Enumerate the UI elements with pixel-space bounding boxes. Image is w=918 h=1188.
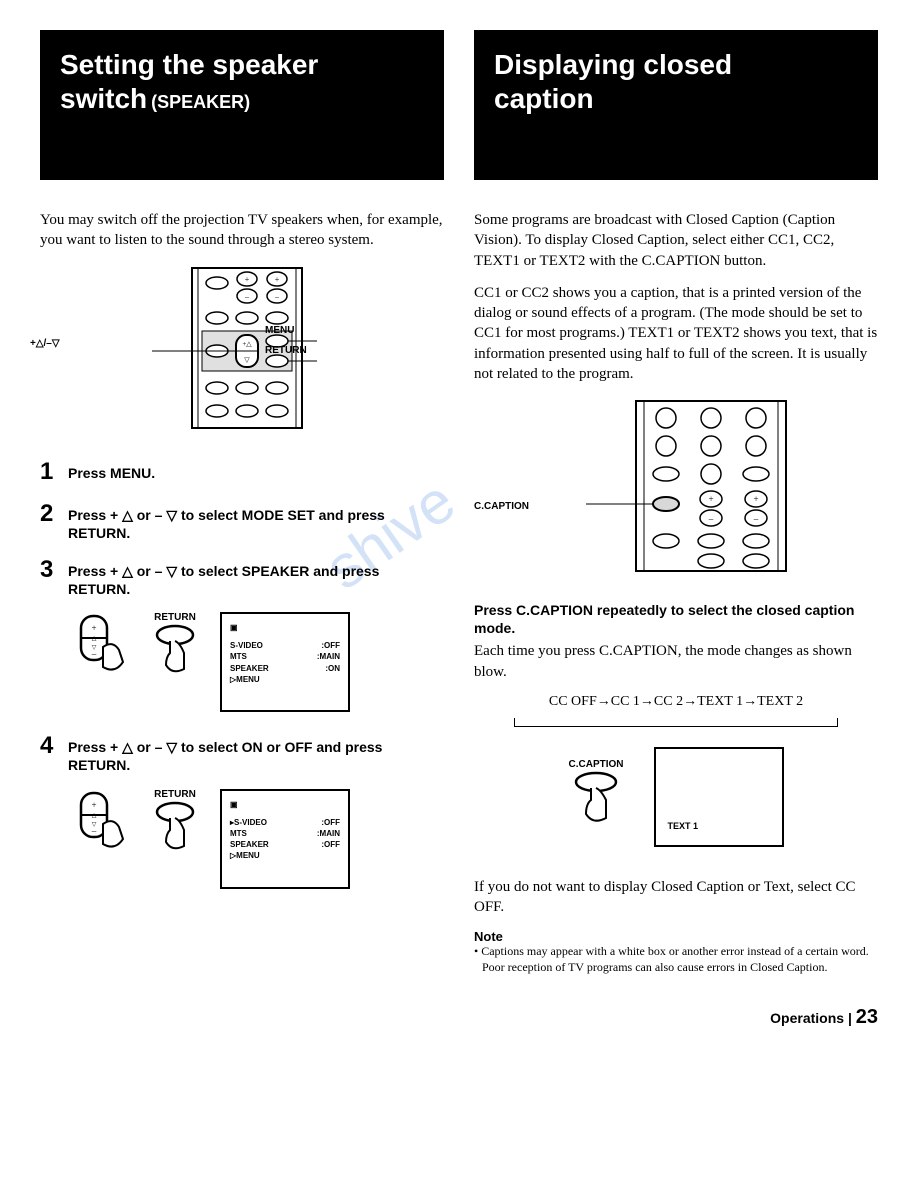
remote-diagram-right: + + – – C.CAPTION [474, 396, 878, 581]
svg-text:△: △ [92, 636, 97, 642]
step3-icons: +△▽– RETURN ▣ S-VIDEO:OFF MTS:MAIN SPEAK… [75, 612, 444, 712]
svg-text:+: + [245, 275, 250, 284]
footer-page: 23 [856, 1006, 878, 1028]
right-para2: CC1 or CC2 shows you a caption, that is … [474, 283, 878, 384]
screen-2: ▣ ▸S-VIDEO:OFF MTS:MAIN SPEAKER:OFF ▷MEN… [220, 789, 350, 889]
remote-svg-right: + + – – [516, 396, 836, 576]
left-intro: You may switch off the projection TV spe… [40, 210, 444, 251]
note-body: • Captions may appear with a white box o… [474, 944, 878, 975]
step-num: 3 [40, 556, 68, 598]
svg-text:+: + [91, 800, 96, 810]
label-return: RETURN [265, 345, 307, 356]
right-header: Displaying closed caption [474, 30, 878, 180]
label-updown: +△/–▽ [30, 338, 60, 349]
svg-text:–: – [753, 514, 759, 524]
step-2: 2 Press + △ or – ▽ to select MODE SET an… [40, 500, 444, 542]
right-title-line1: Displaying closed [494, 48, 858, 82]
step-num: 1 [40, 458, 68, 486]
right-bold-instruction: Press C.CAPTION repeatedly to select the… [474, 601, 878, 637]
step-text: Press + △ or – ▽ to select ON or OFF and… [68, 732, 444, 774]
step-text: Press + △ or – ▽ to select MODE SET and … [68, 500, 444, 542]
cycle-return-line [514, 720, 838, 727]
svg-text:▽: ▽ [244, 356, 250, 364]
label-ccaption: C.CAPTION [474, 501, 529, 512]
svg-text:+△: +△ [242, 340, 252, 348]
remote-svg-left: + + – – +△ ▽ [102, 263, 382, 433]
ccaption-press-icon: C.CAPTION [569, 759, 624, 835]
left-header: Setting the speaker switch (SPEAKER) [40, 30, 444, 180]
left-column: Setting the speaker switch (SPEAKER) You… [40, 30, 444, 976]
step-text: Press + △ or – ▽ to select SPEAKER and p… [68, 556, 444, 598]
page-footer: Operations | 23 [40, 1006, 878, 1029]
svg-text:+: + [91, 623, 96, 633]
svg-text:–: – [91, 826, 97, 836]
ccaption-screen: TEXT 1 [654, 747, 784, 847]
svg-text:–: – [91, 649, 97, 659]
svg-text:+: + [275, 275, 280, 284]
right-closing: If you do not want to display Closed Cap… [474, 877, 878, 918]
svg-text:–: – [708, 514, 714, 524]
note-heading: Note [474, 929, 878, 944]
ccaption-demo: C.CAPTION TEXT 1 [474, 747, 878, 847]
left-title-line2: switch [60, 83, 147, 114]
updown-press-icon: +△▽– [75, 612, 130, 682]
return-press-icon: RETURN [150, 789, 200, 860]
right-title-line2: caption [494, 82, 858, 116]
footer-section: Operations [770, 1010, 844, 1026]
label-menu: MENU [265, 325, 294, 336]
step-3: 3 Press + △ or – ▽ to select SPEAKER and… [40, 556, 444, 598]
svg-text:△: △ [92, 813, 97, 819]
right-column: Displaying closed caption Some programs … [474, 30, 878, 976]
footer-sep: | [848, 1010, 852, 1026]
svg-text:+: + [708, 494, 713, 504]
svg-text:+: + [753, 494, 758, 504]
remote-diagram-left: + + – – +△ ▽ [40, 263, 444, 438]
step-num: 2 [40, 500, 68, 542]
step-1: 1 Press MENU. [40, 458, 444, 486]
step4-icons: +△▽– RETURN ▣ ▸S-VIDEO:OFF MTS:MAIN SPEA… [75, 789, 444, 889]
left-title-line1: Setting the speaker [60, 48, 424, 82]
right-para1: Some programs are broadcast with Closed … [474, 210, 878, 271]
cycle-sequence: CC OFF→CC 1→CC 2→TEXT 1→TEXT 2 [474, 694, 878, 710]
right-after-bold: Each time you press C.CAPTION, the mode … [474, 641, 878, 682]
step-4: 4 Press + △ or – ▽ to select ON or OFF a… [40, 732, 444, 774]
step-num: 4 [40, 732, 68, 774]
svg-text:–: – [274, 292, 280, 301]
updown-press-icon: +△▽– [75, 789, 130, 859]
left-title-small: (SPEAKER) [151, 92, 250, 112]
step-text: Press MENU. [68, 458, 155, 486]
screen-1: ▣ S-VIDEO:OFF MTS:MAIN SPEAKER:ON ▷MENU [220, 612, 350, 712]
return-press-icon: RETURN [150, 612, 200, 683]
svg-text:–: – [244, 292, 250, 301]
